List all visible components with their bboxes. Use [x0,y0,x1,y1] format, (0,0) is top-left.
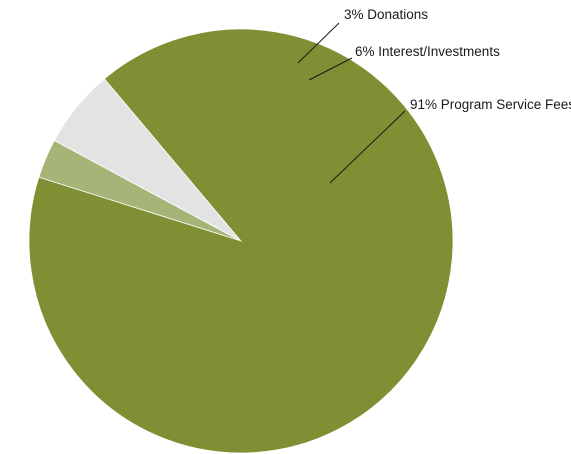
pie-slice-program-service-fees [28,28,454,454]
leader-line-program-fees [329,110,406,184]
leader-line-interest [308,57,353,81]
leader-line-donations [297,22,340,64]
pie-slices [28,28,454,454]
label-program-service-fees: 91% Program Service Fees [410,97,571,112]
label-interest-investments: 6% Interest/Investments [355,44,500,59]
label-donations: 3% Donations [344,7,428,22]
